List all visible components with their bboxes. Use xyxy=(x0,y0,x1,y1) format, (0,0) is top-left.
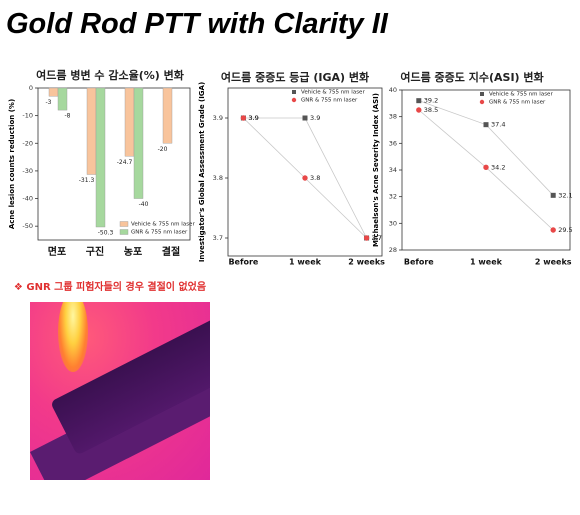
y-tick-label: -30 xyxy=(22,167,33,175)
marker xyxy=(550,192,556,198)
bar xyxy=(133,87,144,199)
legend-swatch xyxy=(292,90,296,94)
legend-swatch xyxy=(480,92,484,96)
y-tick-label: 32 xyxy=(389,193,397,201)
x-tick-label: 2 weeks xyxy=(535,258,572,267)
slide-title: Gold Rod PTT with Clarity II xyxy=(6,8,388,40)
bar xyxy=(57,87,68,111)
bar xyxy=(95,87,106,228)
data-label: 39.2 xyxy=(424,97,438,105)
legend-label: Vehicle & 755 nm laser xyxy=(489,92,553,98)
bar xyxy=(86,87,97,175)
bar xyxy=(124,87,135,157)
y-tick-label: -50 xyxy=(22,222,33,230)
y-tick-label: 30 xyxy=(389,219,397,227)
y-axis-label: Investigator's Global Assessment Grade (… xyxy=(198,82,206,262)
charts: ❖ GNR 그룹 피험자들의 경우 결절이 없었음 여드름 병변 수 감소율(%… xyxy=(8,68,573,293)
legend-swatch xyxy=(119,221,129,227)
plot-frame xyxy=(37,87,191,241)
legend-swatch xyxy=(479,99,485,105)
chart-title: 여드름 병변 수 감소율(%) 변화 xyxy=(36,68,184,82)
x-tick-label: 1 week xyxy=(289,258,322,267)
y-axis-label: Acne lesion counts reduction (%) xyxy=(8,99,16,229)
x-tick-label: 결절 xyxy=(162,245,180,258)
y-tick-label: 38 xyxy=(389,113,397,121)
x-tick-label: 2 weeks xyxy=(348,258,385,267)
legend-label: Vehicle & 755 nm laser xyxy=(301,90,365,96)
data-label: -40 xyxy=(139,201,149,208)
marker xyxy=(550,227,556,233)
data-label: -20 xyxy=(158,146,168,153)
y-tick-label: 40 xyxy=(389,86,397,94)
legend-swatch xyxy=(119,229,129,235)
y-tick-label: 28 xyxy=(389,246,397,254)
marker xyxy=(483,164,489,171)
chart-title: 여드름 중증도 지수(ASI) 변화 xyxy=(400,70,543,84)
series-line xyxy=(418,100,554,196)
legend-label: GNR & 755 nm laser xyxy=(489,100,546,106)
legend-label: GNR & 755 nm laser xyxy=(131,230,188,236)
y-tick-label: -20 xyxy=(22,139,33,147)
note: ❖ GNR 그룹 피험자들의 경우 결절이 없었음 xyxy=(14,280,206,293)
data-label: 3.9 xyxy=(310,114,320,122)
x-tick-label: 구진 xyxy=(86,245,104,258)
y-axis-label: Michaelson's Acne Severity Index (ASI) xyxy=(372,93,380,247)
y-tick-label: 3.9 xyxy=(213,114,223,122)
data-label: -3 xyxy=(46,99,52,106)
data-label: 32.1 xyxy=(558,191,572,199)
data-label: -24.7 xyxy=(117,159,133,166)
x-tick-label: Before xyxy=(404,258,434,267)
legend-label: GNR & 755 nm laser xyxy=(301,98,358,104)
bar xyxy=(48,87,59,97)
data-label: 3.9 xyxy=(248,114,258,122)
plot-frame xyxy=(227,87,383,257)
x-tick-label: 면포 xyxy=(48,245,66,258)
x-tick-label: 1 week xyxy=(470,258,503,267)
data-label: 34.2 xyxy=(491,163,505,171)
data-label: -8 xyxy=(65,113,71,120)
y-tick-label: 3.8 xyxy=(213,174,223,182)
y-tick-label: 36 xyxy=(389,139,397,147)
marker xyxy=(363,235,370,241)
data-label: 37.4 xyxy=(491,121,505,129)
thermal-image xyxy=(30,302,210,480)
y-tick-label: 34 xyxy=(389,166,397,174)
marker xyxy=(416,107,422,113)
marker xyxy=(240,115,247,121)
data-label: -50.3 xyxy=(98,230,114,237)
data-label: 29.5 xyxy=(558,226,572,234)
heat-spot xyxy=(58,302,88,372)
marker xyxy=(302,115,308,121)
x-tick-label: 농포 xyxy=(124,246,142,258)
marker xyxy=(302,175,308,181)
data-label: 3.7 xyxy=(372,234,382,242)
x-tick-label: Before xyxy=(228,258,258,267)
data-label: 3.8 xyxy=(310,174,320,182)
y-tick-label: -10 xyxy=(22,112,33,120)
data-label: -31.3 xyxy=(79,177,95,184)
bar xyxy=(162,87,173,144)
marker xyxy=(483,122,489,128)
chart-title: 여드름 중증도 등급 (IGA) 변화 xyxy=(221,70,369,84)
data-label: 3.7 xyxy=(372,234,382,242)
legend-label: Vehicle & 755 nm laser xyxy=(131,222,195,228)
data-label: 3.9 xyxy=(248,114,258,122)
y-tick-label: 0 xyxy=(29,84,33,92)
y-tick-label: 3.7 xyxy=(213,234,223,242)
marker xyxy=(416,98,422,104)
legend-swatch xyxy=(291,97,297,103)
y-tick-label: -40 xyxy=(22,195,33,203)
data-label: 38.5 xyxy=(424,106,438,114)
